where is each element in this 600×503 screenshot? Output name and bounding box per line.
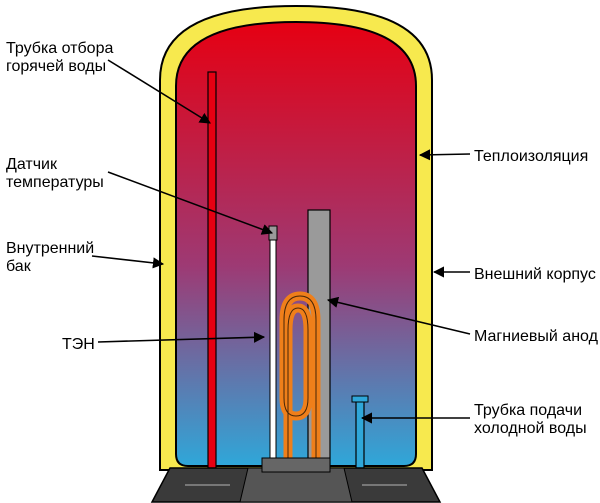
label-insulation: Теплоизоляция bbox=[474, 148, 588, 166]
label-sensor: Датчик температуры bbox=[6, 156, 104, 193]
label-cold-pipe: Трубка подачи холодной воды bbox=[474, 402, 587, 439]
label-anode: Магниевый анод bbox=[474, 328, 598, 346]
sensor-body bbox=[270, 238, 276, 486]
label-inner-tank: Внутренний бак bbox=[6, 240, 94, 277]
label-heater: ТЭН bbox=[62, 336, 95, 354]
label-hot-pipe: Трубка отбора горячей воды bbox=[6, 40, 113, 77]
label-outer-case: Внешний корпус bbox=[474, 266, 596, 284]
hot-pipe bbox=[208, 72, 216, 488]
